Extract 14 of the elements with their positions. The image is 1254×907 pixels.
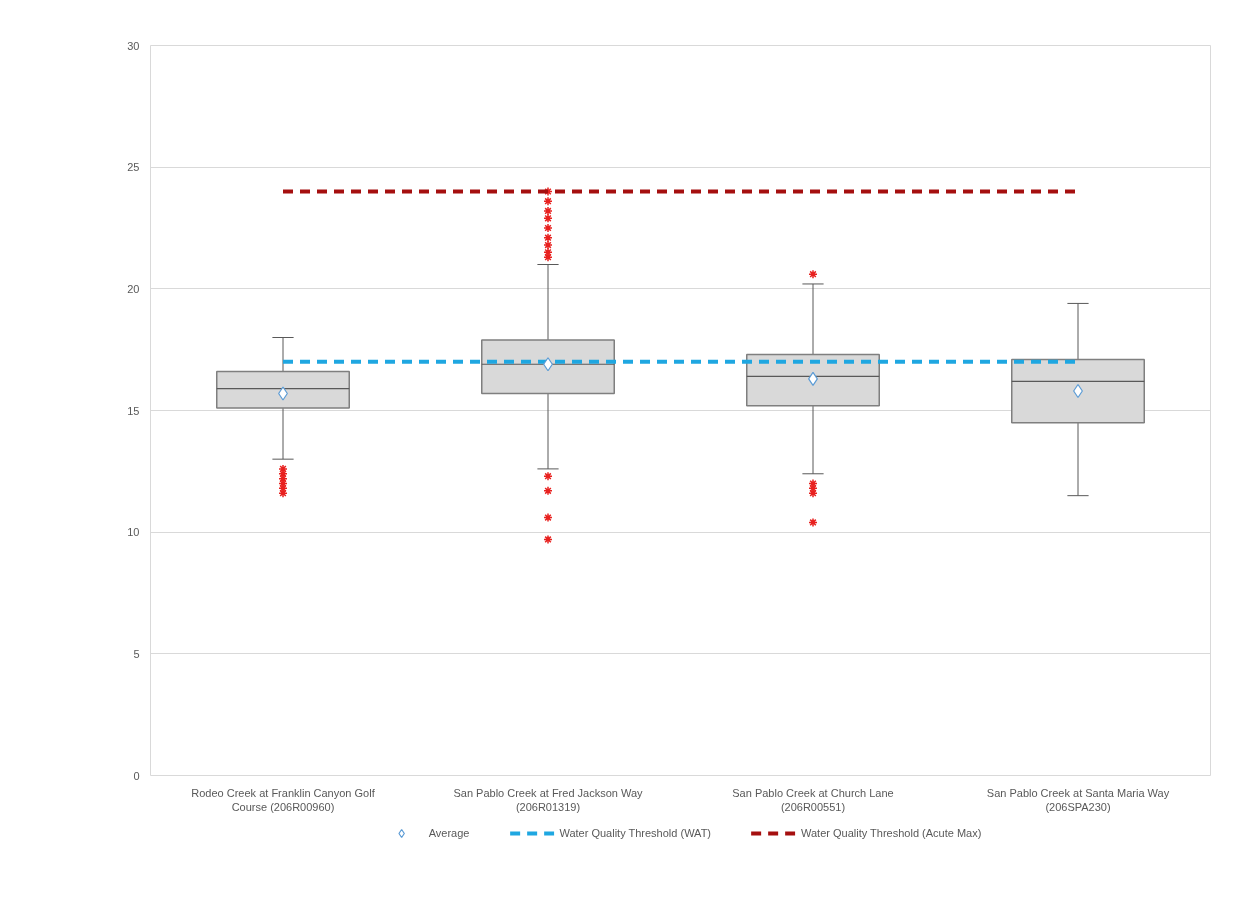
legend-label: Average [428,827,470,839]
x-tick-label: San Pablo Creek at Church Lane (206R00551) [732,786,894,813]
x-tick-label: San Pablo Creek at Santa Maria Way (206SPA230) [986,786,1170,813]
legend-label: Water Quality Threshold (WAT) [559,827,712,839]
y-tick-label: 5 [133,647,140,660]
y-tick-label: 30 [127,39,140,52]
y-tick-label: 20 [127,282,140,295]
legend-label: Water Quality Threshold (Acute Max) [801,827,982,839]
x-tick-label: San Pablo Creek at Fred Jackson Way (206R01319) [453,786,644,813]
y-tick-label: 15 [127,404,140,417]
x-tick-label: Rodeo Creek at Franklin Canyon Golf Course (206R00960) [191,786,376,813]
y-tick-label: 0 [133,769,140,782]
y-tick-label: 10 [127,526,140,539]
y-tick-label: 25 [127,161,140,174]
